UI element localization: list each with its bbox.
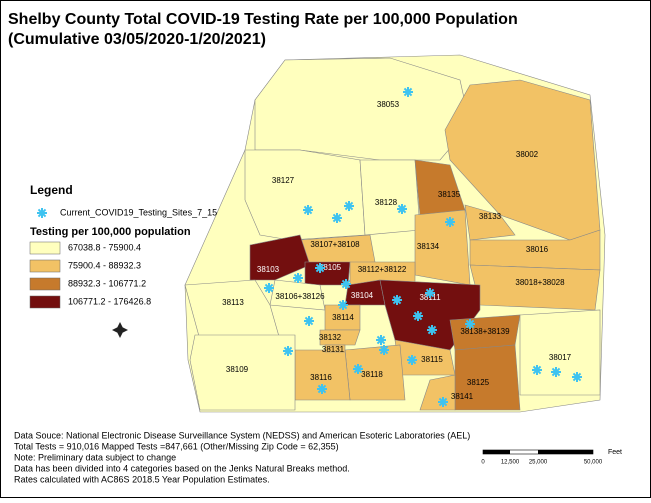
north-arrow	[112, 322, 128, 338]
legend: Legend Current_COVID19_Testing_Sites_7_1…	[29, 183, 217, 309]
legend-swatch	[29, 241, 61, 255]
site-marker	[344, 201, 354, 211]
zip-label: 38106+38126	[275, 292, 325, 301]
legend-site-layer: Current_COVID19_Testing_Sites_7_15	[60, 207, 217, 217]
zip-label: 38002	[516, 150, 539, 159]
zip-area	[249, 234, 311, 281]
site-marker	[413, 311, 423, 321]
site-marker	[264, 283, 274, 293]
scale-tick-label: 50,000	[584, 460, 603, 466]
zip-label: 38131	[322, 345, 345, 354]
site-marker	[425, 288, 435, 298]
compass	[112, 322, 128, 338]
site-marker	[403, 87, 413, 97]
site-marker	[376, 335, 386, 345]
zip-area	[184, 279, 281, 341]
scale-tick-label: 12,500	[501, 460, 520, 466]
site-marker	[427, 325, 437, 335]
zip-label: 38134	[417, 242, 440, 251]
map-subtitle: (Cumulative 03/05/2020-1/20/2021)	[8, 31, 266, 48]
note-line: Rates calculated with AC86S 2018.5 Year …	[14, 474, 270, 484]
legend-rate-title: Testing per 100,000 population	[30, 226, 191, 238]
legend-class-label: 88932.3 - 106771.2	[68, 278, 146, 288]
site-marker	[332, 213, 342, 223]
zip-labels: 38053 38002 38127 38128 38135 38133 38134 38016…	[222, 100, 572, 401]
zip-label: 38132	[319, 333, 342, 342]
scale-bar: Feet 0 12,500 25,000 50,000	[481, 449, 622, 466]
legend-swatch	[29, 295, 61, 309]
site-marker	[465, 319, 475, 329]
scale-tick-label: 25,000	[529, 460, 548, 466]
zip-label: 38016	[526, 245, 549, 254]
site-marker	[551, 367, 561, 377]
zip-area	[254, 57, 471, 161]
testing-sites	[264, 87, 582, 407]
site-marker	[338, 300, 348, 310]
site-marker	[315, 263, 325, 273]
site-marker	[532, 365, 542, 375]
zip-label: 38116	[310, 373, 332, 382]
legend-swatch	[29, 259, 61, 273]
legend-class-label: 67038.8 - 75900.4	[68, 242, 141, 252]
zip-label: 38141	[451, 392, 474, 401]
scale-unit: Feet	[608, 449, 622, 456]
zip-label: 38103	[257, 265, 280, 274]
zip-area	[324, 344, 346, 353]
site-marker	[379, 345, 389, 355]
zip-area	[244, 149, 366, 241]
site-marker	[283, 346, 293, 356]
legend-class-label: 106771.2 - 176426.8	[68, 296, 151, 306]
site-marker	[407, 355, 417, 365]
zip-label: 38118	[361, 370, 383, 379]
zip-label: 38138+38139	[460, 327, 510, 336]
legend-swatch	[29, 277, 61, 291]
zip-area	[319, 329, 361, 346]
scale-tick-label: 0	[481, 460, 485, 466]
zip-area	[464, 204, 516, 241]
zip-label: 38114	[332, 313, 354, 322]
zip-label: 38017	[549, 353, 572, 362]
notes: Data Souce: National Electronic Disease …	[14, 430, 470, 484]
zip-label: 38053	[377, 100, 400, 109]
map-title: Shelby County Total COVID-19 Testing Rat…	[8, 11, 518, 28]
site-marker	[572, 372, 582, 382]
site-marker	[438, 397, 448, 407]
note-line: Total Tests = 910,016 Mapped Tests =847,…	[14, 441, 339, 451]
zip-label: 38107+38108	[310, 240, 360, 249]
zip-label: 38105	[319, 263, 342, 272]
site-marker	[304, 316, 314, 326]
site-marker	[341, 279, 351, 289]
zip-label: 38104	[351, 291, 374, 300]
zip-label: 38109	[226, 365, 249, 374]
zip-label: 38113	[222, 298, 244, 307]
zip-label: 38112+38122	[358, 265, 407, 274]
site-marker	[317, 384, 327, 394]
zip-label: 38128	[375, 198, 398, 207]
legend-class-label: 75900.4 - 88932.3	[68, 260, 141, 270]
site-marker	[445, 217, 455, 227]
site-marker	[353, 364, 363, 374]
zip-area	[469, 264, 601, 311]
scale-bar-seg	[538, 450, 593, 454]
zip-label: 38125	[467, 378, 490, 387]
note-line: Note: Preliminary data subject to change	[14, 452, 176, 462]
note-line: Data Souce: National Electronic Disease …	[14, 430, 470, 440]
zip-label: 38133	[479, 212, 502, 221]
legend-title: Legend	[30, 183, 73, 197]
zip-label: 38135	[438, 190, 461, 199]
site-marker	[397, 204, 407, 214]
zip-label: 38018+38028	[515, 278, 565, 287]
site-marker	[37, 208, 47, 218]
site-marker	[303, 205, 313, 215]
note-line: Data has been divided into 4 categories …	[14, 463, 350, 473]
zip-label: 38127	[272, 176, 295, 185]
zip-area	[469, 229, 601, 271]
site-marker	[293, 273, 303, 283]
zip-label: 38115	[421, 355, 443, 364]
site-marker	[392, 295, 402, 305]
scale-bar-seg	[483, 450, 510, 454]
zip-area	[189, 334, 296, 411]
